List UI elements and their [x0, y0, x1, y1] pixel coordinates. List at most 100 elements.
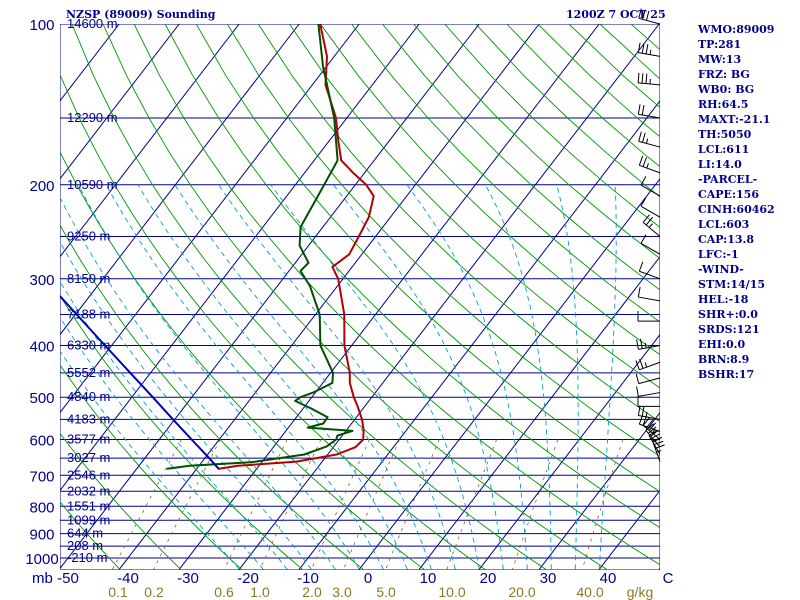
index-key: BRN — [698, 353, 727, 366]
isotherm-line — [60, 24, 480, 570]
index-sep: : — [722, 218, 727, 231]
index-sep: : — [734, 308, 739, 321]
mixing-ratio-line — [581, 439, 624, 570]
wind-barb — [637, 104, 661, 119]
index-sep: : — [727, 83, 736, 96]
index-key: MAXT — [698, 113, 736, 126]
index-key: STM — [698, 278, 727, 291]
y-tick-label: 900 — [29, 527, 54, 544]
x-tick-label: -30 — [177, 570, 199, 587]
index-sep: : — [732, 323, 737, 336]
height-label: 10590 m — [67, 177, 118, 192]
wind-barb — [636, 386, 661, 397]
dry-adiabat-line — [60, 73, 486, 570]
moist-adiabat-line — [174, 184, 432, 570]
dewpoint-line — [166, 24, 354, 470]
isotherm-line — [358, 177, 660, 570]
wind-barb — [638, 414, 661, 433]
dry-adiabat-line — [0, 24, 59, 569]
plot-frame — [60, 24, 660, 570]
y-tick-label: 300 — [29, 272, 54, 289]
index-value: 14.0 — [714, 158, 742, 171]
height-label: 14600 m — [67, 16, 118, 31]
index-item: LI:14.0 — [698, 157, 775, 172]
height-label: 2546 m — [67, 467, 110, 482]
wind-barb — [637, 287, 661, 302]
index-item: BSHR:17 — [698, 367, 775, 382]
height-label: 1099 m — [67, 512, 110, 527]
height-label: 3027 m — [67, 450, 110, 465]
index-item: WMO:89009 — [698, 22, 775, 37]
index-item: STM:14/15 — [698, 277, 775, 292]
index-item: LFC:-1 — [698, 247, 775, 262]
index-key: TP — [698, 38, 715, 51]
dry-adiabat-line — [289, 24, 660, 389]
isotherm-line — [298, 100, 660, 570]
mixing-ratio-line — [385, 439, 440, 570]
index-item: MAXT:-21.1 — [698, 112, 775, 127]
index-key: LFC — [698, 248, 723, 261]
x-tick-label: -50 — [57, 570, 79, 587]
mixing-ratio-line — [446, 439, 497, 570]
moist-adiabat-line — [598, 184, 617, 570]
y-tick-label: 600 — [29, 433, 54, 450]
isotherm-line — [60, 24, 300, 336]
height-label: 1551 m — [67, 498, 110, 513]
dry-adiabat-line — [226, 24, 660, 457]
index-key: CAPE — [698, 188, 732, 201]
index-item: -PARCEL- — [698, 172, 775, 187]
wind-barb — [640, 234, 661, 255]
mixing-ratio-label: 40.0 — [576, 584, 603, 600]
index-sep: : — [726, 278, 731, 291]
mixing-ratio-label: 0.6 — [214, 584, 234, 600]
background-lines — [0, 24, 660, 570]
dry-adiabat-line — [133, 24, 660, 566]
index-item: HEL:-18 — [698, 292, 775, 307]
index-sep: : — [724, 293, 729, 306]
index-sep: : — [721, 338, 726, 351]
y-axis-unit: mb — [32, 570, 53, 587]
wind-barb — [637, 396, 660, 407]
wind-barb — [652, 437, 665, 462]
mixing-ratio-label: 20.0 — [508, 584, 535, 600]
mixing-ratio-line — [223, 439, 288, 570]
index-item: LCL:611 — [698, 142, 775, 157]
x-tick-label: 40 — [600, 570, 617, 587]
moist-adiabat-line — [60, 350, 240, 570]
x-tick-label: -40 — [117, 570, 139, 587]
moist-adiabat-line — [60, 196, 336, 570]
index-value: 5050 — [720, 128, 752, 141]
index-value: 603 — [726, 218, 750, 231]
x-tick-label: 20 — [480, 570, 497, 587]
index-sep: : — [710, 158, 715, 171]
index-value: 89009 — [736, 23, 775, 36]
wind-barb — [638, 155, 661, 174]
dry-adiabat-line — [60, 432, 181, 570]
dry-adiabat-line — [60, 224, 364, 570]
moist-adiabat-line — [60, 240, 312, 570]
index-key: LCL — [698, 143, 723, 156]
wind-barb — [637, 72, 661, 86]
wind-barb — [642, 417, 661, 440]
index-item: LCL:603 — [698, 217, 775, 232]
mixing-ratio-line — [311, 439, 370, 570]
wind-barb — [640, 176, 661, 197]
mixing-ratio-label: 0.2 — [144, 584, 164, 600]
index-value: 8.9 — [730, 353, 750, 366]
index-key: CINH — [698, 203, 733, 216]
dry-adiabat-line — [382, 24, 660, 291]
index-item: SRDS:121 — [698, 322, 775, 337]
index-sep: : — [721, 53, 726, 66]
height-label: 9250 m — [67, 228, 110, 243]
index-key: TH — [698, 128, 717, 141]
index-value: 60462 — [736, 203, 775, 216]
index-value: 64.5 — [721, 98, 749, 111]
index-sep: : — [731, 188, 737, 201]
index-value: 13.8 — [727, 233, 755, 246]
isotherm-line — [60, 24, 240, 258]
height-label: 644 m — [67, 526, 103, 541]
parcel-line — [60, 294, 220, 470]
index-item: CAP:13.8 — [698, 232, 775, 247]
index-item: RH:64.5 — [698, 97, 775, 112]
